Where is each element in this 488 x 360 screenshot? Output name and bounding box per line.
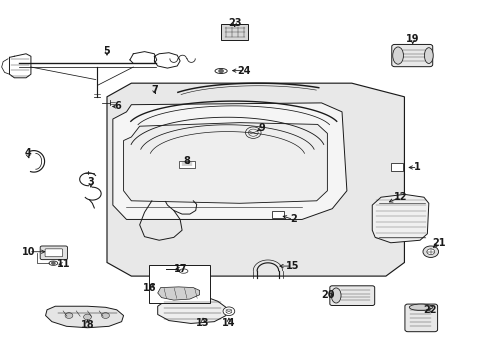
FancyBboxPatch shape <box>404 304 437 332</box>
Text: 12: 12 <box>393 192 407 202</box>
Circle shape <box>102 313 109 319</box>
Text: 22: 22 <box>422 305 436 315</box>
FancyBboxPatch shape <box>390 163 403 171</box>
FancyBboxPatch shape <box>329 286 374 306</box>
Text: 16: 16 <box>142 283 156 293</box>
Circle shape <box>218 69 223 73</box>
Text: 14: 14 <box>222 318 235 328</box>
Polygon shape <box>158 297 225 323</box>
Text: 20: 20 <box>321 290 334 300</box>
Text: 11: 11 <box>57 259 71 269</box>
Ellipse shape <box>392 47 403 64</box>
Circle shape <box>223 307 234 316</box>
Circle shape <box>65 313 73 319</box>
Ellipse shape <box>215 68 227 73</box>
Circle shape <box>422 246 438 257</box>
Ellipse shape <box>408 304 432 311</box>
FancyBboxPatch shape <box>45 249 62 257</box>
Polygon shape <box>158 287 199 300</box>
Polygon shape <box>123 123 327 203</box>
Text: 17: 17 <box>174 264 187 274</box>
FancyBboxPatch shape <box>271 211 283 218</box>
Polygon shape <box>45 306 123 328</box>
Text: 6: 6 <box>114 102 121 112</box>
Text: 19: 19 <box>405 35 419 44</box>
FancyBboxPatch shape <box>391 44 432 67</box>
Polygon shape <box>113 103 346 220</box>
Text: 18: 18 <box>81 320 94 330</box>
Text: 23: 23 <box>227 18 241 28</box>
Polygon shape <box>107 83 404 276</box>
Text: 3: 3 <box>87 177 94 187</box>
Text: 7: 7 <box>151 85 157 95</box>
FancyBboxPatch shape <box>40 246 67 260</box>
Text: 1: 1 <box>413 162 420 172</box>
Ellipse shape <box>330 288 340 303</box>
Ellipse shape <box>49 261 58 265</box>
Circle shape <box>83 314 91 320</box>
FancyBboxPatch shape <box>221 24 248 40</box>
Text: 24: 24 <box>237 66 251 76</box>
Text: 4: 4 <box>24 148 31 158</box>
Text: 15: 15 <box>285 261 299 271</box>
Text: 21: 21 <box>431 238 445 248</box>
Circle shape <box>426 249 434 255</box>
Circle shape <box>51 262 55 265</box>
Ellipse shape <box>179 269 187 273</box>
Text: 9: 9 <box>258 123 265 133</box>
Text: 8: 8 <box>183 156 190 166</box>
Text: 10: 10 <box>22 247 36 257</box>
Text: 2: 2 <box>289 215 296 224</box>
Text: 5: 5 <box>103 46 110 56</box>
FancyBboxPatch shape <box>179 161 194 168</box>
Text: 13: 13 <box>196 318 209 328</box>
FancyBboxPatch shape <box>149 265 209 303</box>
Polygon shape <box>371 194 428 243</box>
Ellipse shape <box>424 48 432 63</box>
